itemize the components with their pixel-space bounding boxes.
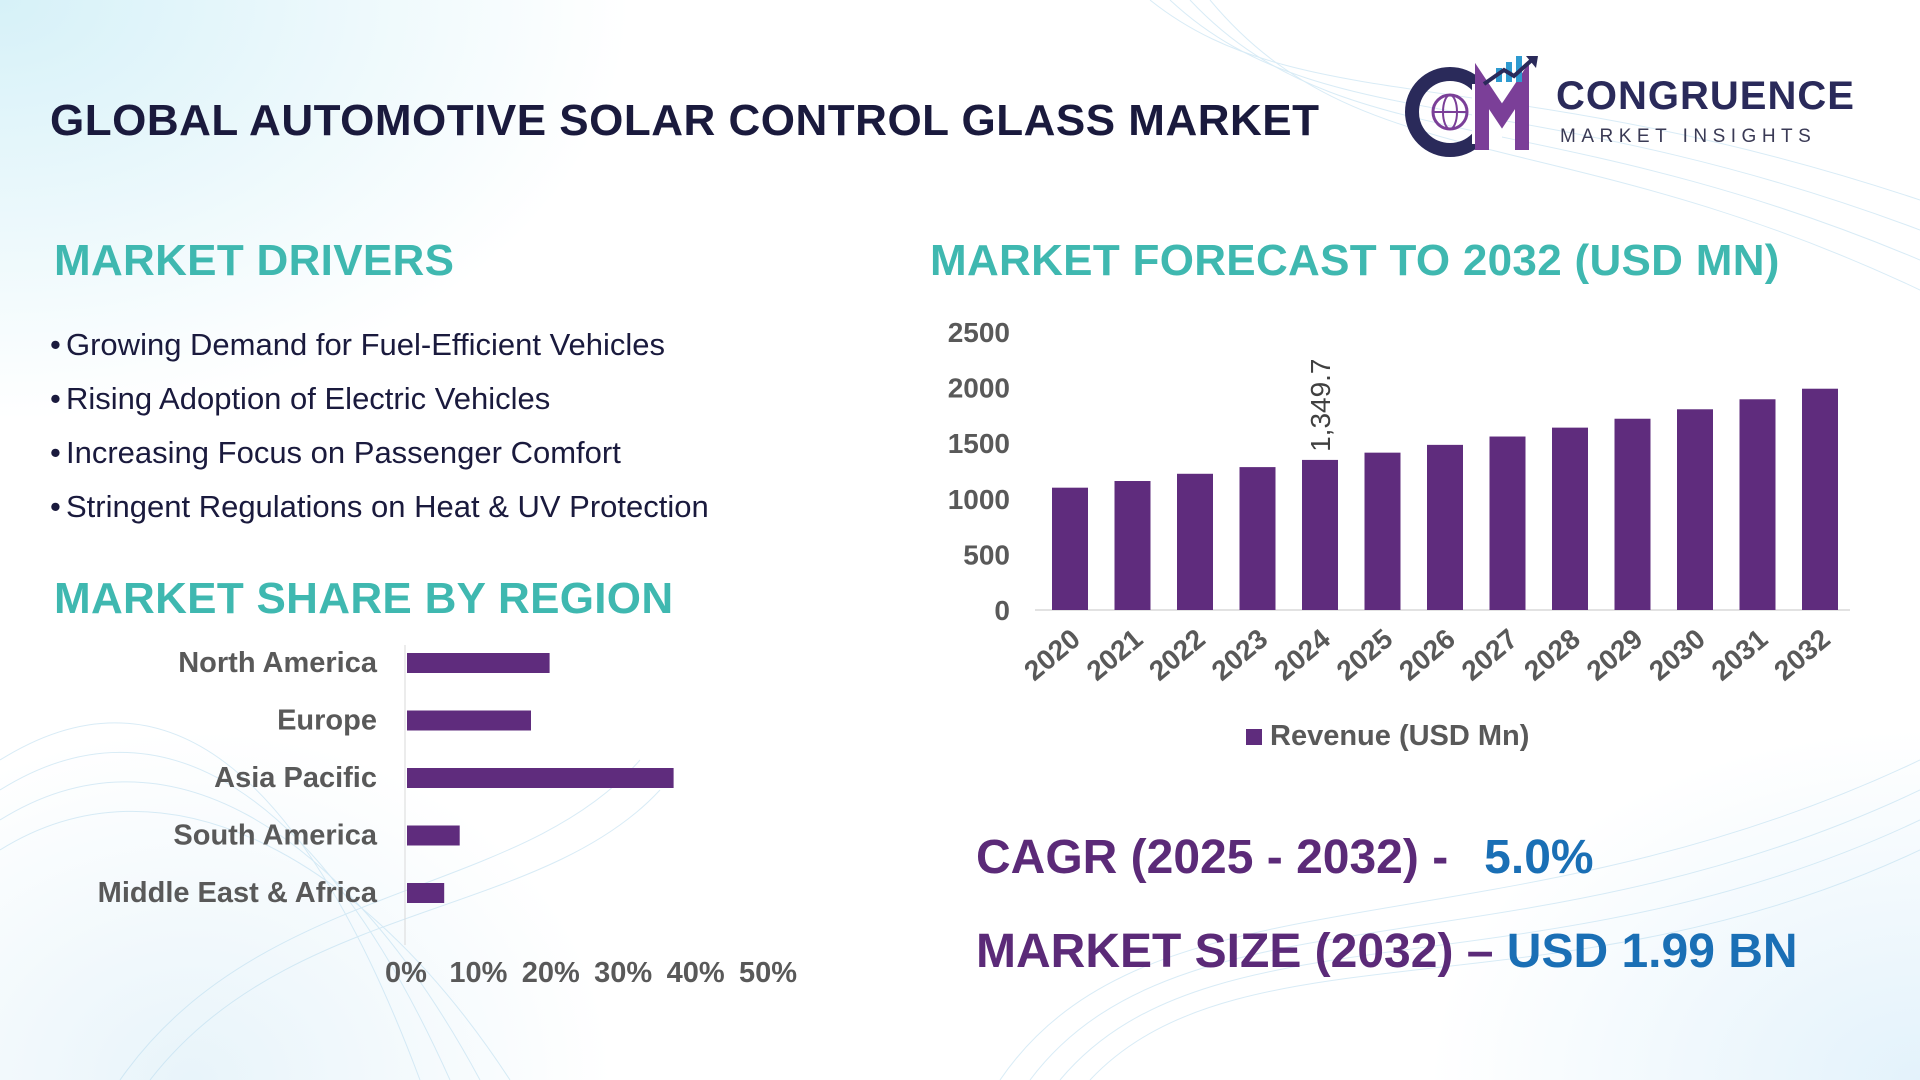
- driver-item: • Growing Demand for Fuel-Efficient Vehic…: [50, 322, 709, 376]
- data-label: 1,349.7: [1305, 358, 1336, 451]
- bar: [1302, 459, 1338, 610]
- x-tick-label: 2031: [1706, 623, 1774, 687]
- y-tick-label: 1500: [948, 428, 1010, 459]
- bullet-icon: •: [50, 381, 61, 416]
- x-tick-label: 2025: [1331, 623, 1399, 687]
- bar: [407, 653, 550, 673]
- x-tick-label: 2032: [1768, 623, 1836, 687]
- category-label: Middle East & Africa: [98, 877, 378, 909]
- y-tick-label: 2500: [948, 317, 1010, 348]
- logo-mark-icon: [1405, 56, 1538, 157]
- bar: [1802, 388, 1838, 610]
- bar: [407, 710, 531, 731]
- tick-label: 50%: [739, 957, 797, 989]
- bar: [1364, 452, 1401, 610]
- driver-text: Stringent Regulations on Heat & UV Prote…: [66, 489, 709, 524]
- x-tick-label: 2029: [1581, 623, 1649, 687]
- bar: [1427, 444, 1463, 610]
- tick-label: 30%: [594, 957, 652, 989]
- bar: [1614, 418, 1651, 610]
- tick-label: 0%: [385, 957, 427, 989]
- legend-label: Revenue (USD Mn): [1270, 720, 1529, 752]
- tick-label: 10%: [449, 957, 507, 989]
- drivers-title: MARKET DRIVERS: [54, 236, 455, 285]
- market-size-value: USD 1.99 BN: [1506, 925, 1798, 978]
- cagr-label: CAGR (2025 - 2032) -: [976, 831, 1449, 884]
- logo-name: CONGRUENCE: [1556, 74, 1855, 118]
- category-label: North America: [178, 647, 378, 679]
- tick-label: 20%: [522, 957, 580, 989]
- x-tick-label: 2022: [1143, 623, 1211, 687]
- forecast-title: MARKET FORECAST TO 2032 (USD MN): [930, 236, 1780, 285]
- x-tick-label: 2030: [1643, 623, 1711, 687]
- cagr-kpi: CAGR (2025 - 2032) - 5.0%: [976, 830, 1594, 885]
- bar: [1239, 467, 1276, 610]
- bar: [1739, 399, 1776, 610]
- bar: [1114, 481, 1151, 610]
- bar: [1177, 473, 1213, 610]
- y-tick-label: 2000: [948, 373, 1010, 404]
- region-title: MARKET SHARE BY REGION: [54, 574, 674, 623]
- forecast-chart: 0 500 1000 1500 2000 2500 20202021202220232024…: [948, 317, 1850, 752]
- x-tick-label: 2021: [1081, 623, 1149, 687]
- bar: [1552, 427, 1588, 610]
- drivers-list: • Growing Demand for Fuel-Efficient Vehic…: [50, 322, 709, 538]
- category-label: Asia Pacific: [214, 762, 377, 794]
- x-tick-label: 2026: [1393, 623, 1461, 687]
- driver-text: Growing Demand for Fuel-Efficient Vehicl…: [66, 327, 666, 362]
- x-tick-label: 2020: [1018, 623, 1086, 687]
- bullet-icon: •: [50, 327, 61, 362]
- page-title: GLOBAL AUTOMOTIVE SOLAR CONTROL GLASS MA…: [50, 96, 1320, 145]
- bar: [407, 883, 445, 903]
- bar: [1052, 487, 1088, 610]
- driver-item: • Stringent Regulations on Heat & UV Prot…: [50, 484, 709, 538]
- y-tick-label: 1000: [948, 484, 1010, 515]
- company-logo: CONGRUENCE MARKET INSIGHTS: [1400, 54, 1880, 164]
- category-label: Europe: [277, 705, 377, 737]
- bar: [407, 768, 674, 788]
- x-tick-label: 2027: [1456, 623, 1524, 687]
- driver-text: Increasing Focus on Passenger Comfort: [66, 435, 621, 470]
- driver-item: • Rising Adoption of Electric Vehicles: [50, 376, 709, 430]
- tick-label: 40%: [667, 957, 725, 989]
- x-tick-label: 2028: [1518, 623, 1586, 687]
- region-share-chart: North America Europe Asia Pacific South Ame…: [98, 645, 797, 989]
- x-tick-label: 2024: [1268, 623, 1336, 687]
- market-size-label: MARKET SIZE (2032) –: [976, 925, 1494, 978]
- driver-text: Rising Adoption of Electric Vehicles: [66, 381, 551, 416]
- y-tick-label: 0: [994, 595, 1010, 626]
- bar: [407, 825, 460, 846]
- bar: [1489, 436, 1526, 610]
- legend-swatch: [1246, 729, 1262, 745]
- x-tick-label: 2023: [1206, 623, 1274, 687]
- y-tick-label: 500: [963, 539, 1010, 570]
- bar: [1677, 409, 1713, 610]
- driver-item: • Increasing Focus on Passenger Comfort: [50, 430, 709, 484]
- category-label: South America: [173, 820, 377, 852]
- bullet-icon: •: [50, 435, 61, 470]
- bullet-icon: •: [50, 489, 61, 524]
- market-size-kpi: MARKET SIZE (2032) – USD 1.99 BN: [976, 924, 1798, 979]
- cagr-value: 5.0%: [1484, 831, 1594, 884]
- logo-subtitle: MARKET INSIGHTS: [1560, 126, 1817, 147]
